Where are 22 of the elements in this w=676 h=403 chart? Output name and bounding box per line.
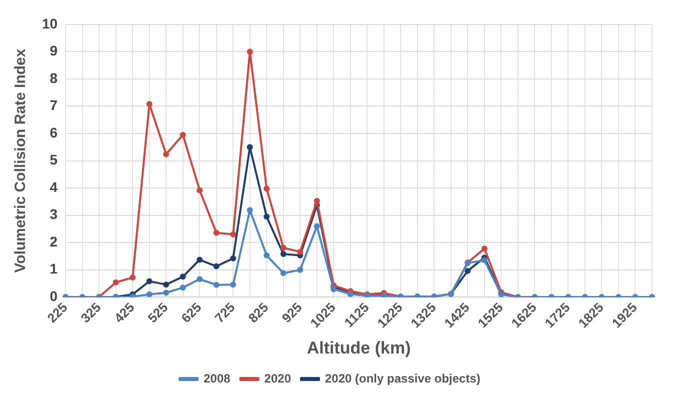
x-tick-label: 625 xyxy=(178,300,204,326)
x-tick-label: 825 xyxy=(245,300,272,326)
y-tick-label: 7 xyxy=(50,97,58,114)
x-tick-label: 525 xyxy=(144,300,171,326)
y-tick-label: 4 xyxy=(50,178,58,195)
y-tick-label: 8 xyxy=(50,70,58,86)
y-tick-label: 2 xyxy=(50,233,58,250)
y-tick-label: 5 xyxy=(50,152,58,168)
legend-label: 2020 (only passive objects) xyxy=(324,371,480,386)
x-tick-label: 725 xyxy=(212,300,238,326)
y-tick-label: 3 xyxy=(50,206,58,222)
y-axis-title: Volumetric Collision Rate Index xyxy=(12,48,30,273)
x-tick-label: 325 xyxy=(78,300,104,326)
y-tick-label: 9 xyxy=(50,42,58,59)
x-tick-label: 925 xyxy=(278,300,305,326)
y-tick-label: 1 xyxy=(50,260,58,277)
y-tick-label: 6 xyxy=(50,124,58,140)
legend-label: 2020 xyxy=(264,371,292,386)
legend-label: 2008 xyxy=(204,371,231,386)
x-axis-title: Altitude (km) xyxy=(306,338,411,358)
x-tick-label: 425 xyxy=(111,300,138,326)
y-tick-label: 10 xyxy=(42,15,58,32)
